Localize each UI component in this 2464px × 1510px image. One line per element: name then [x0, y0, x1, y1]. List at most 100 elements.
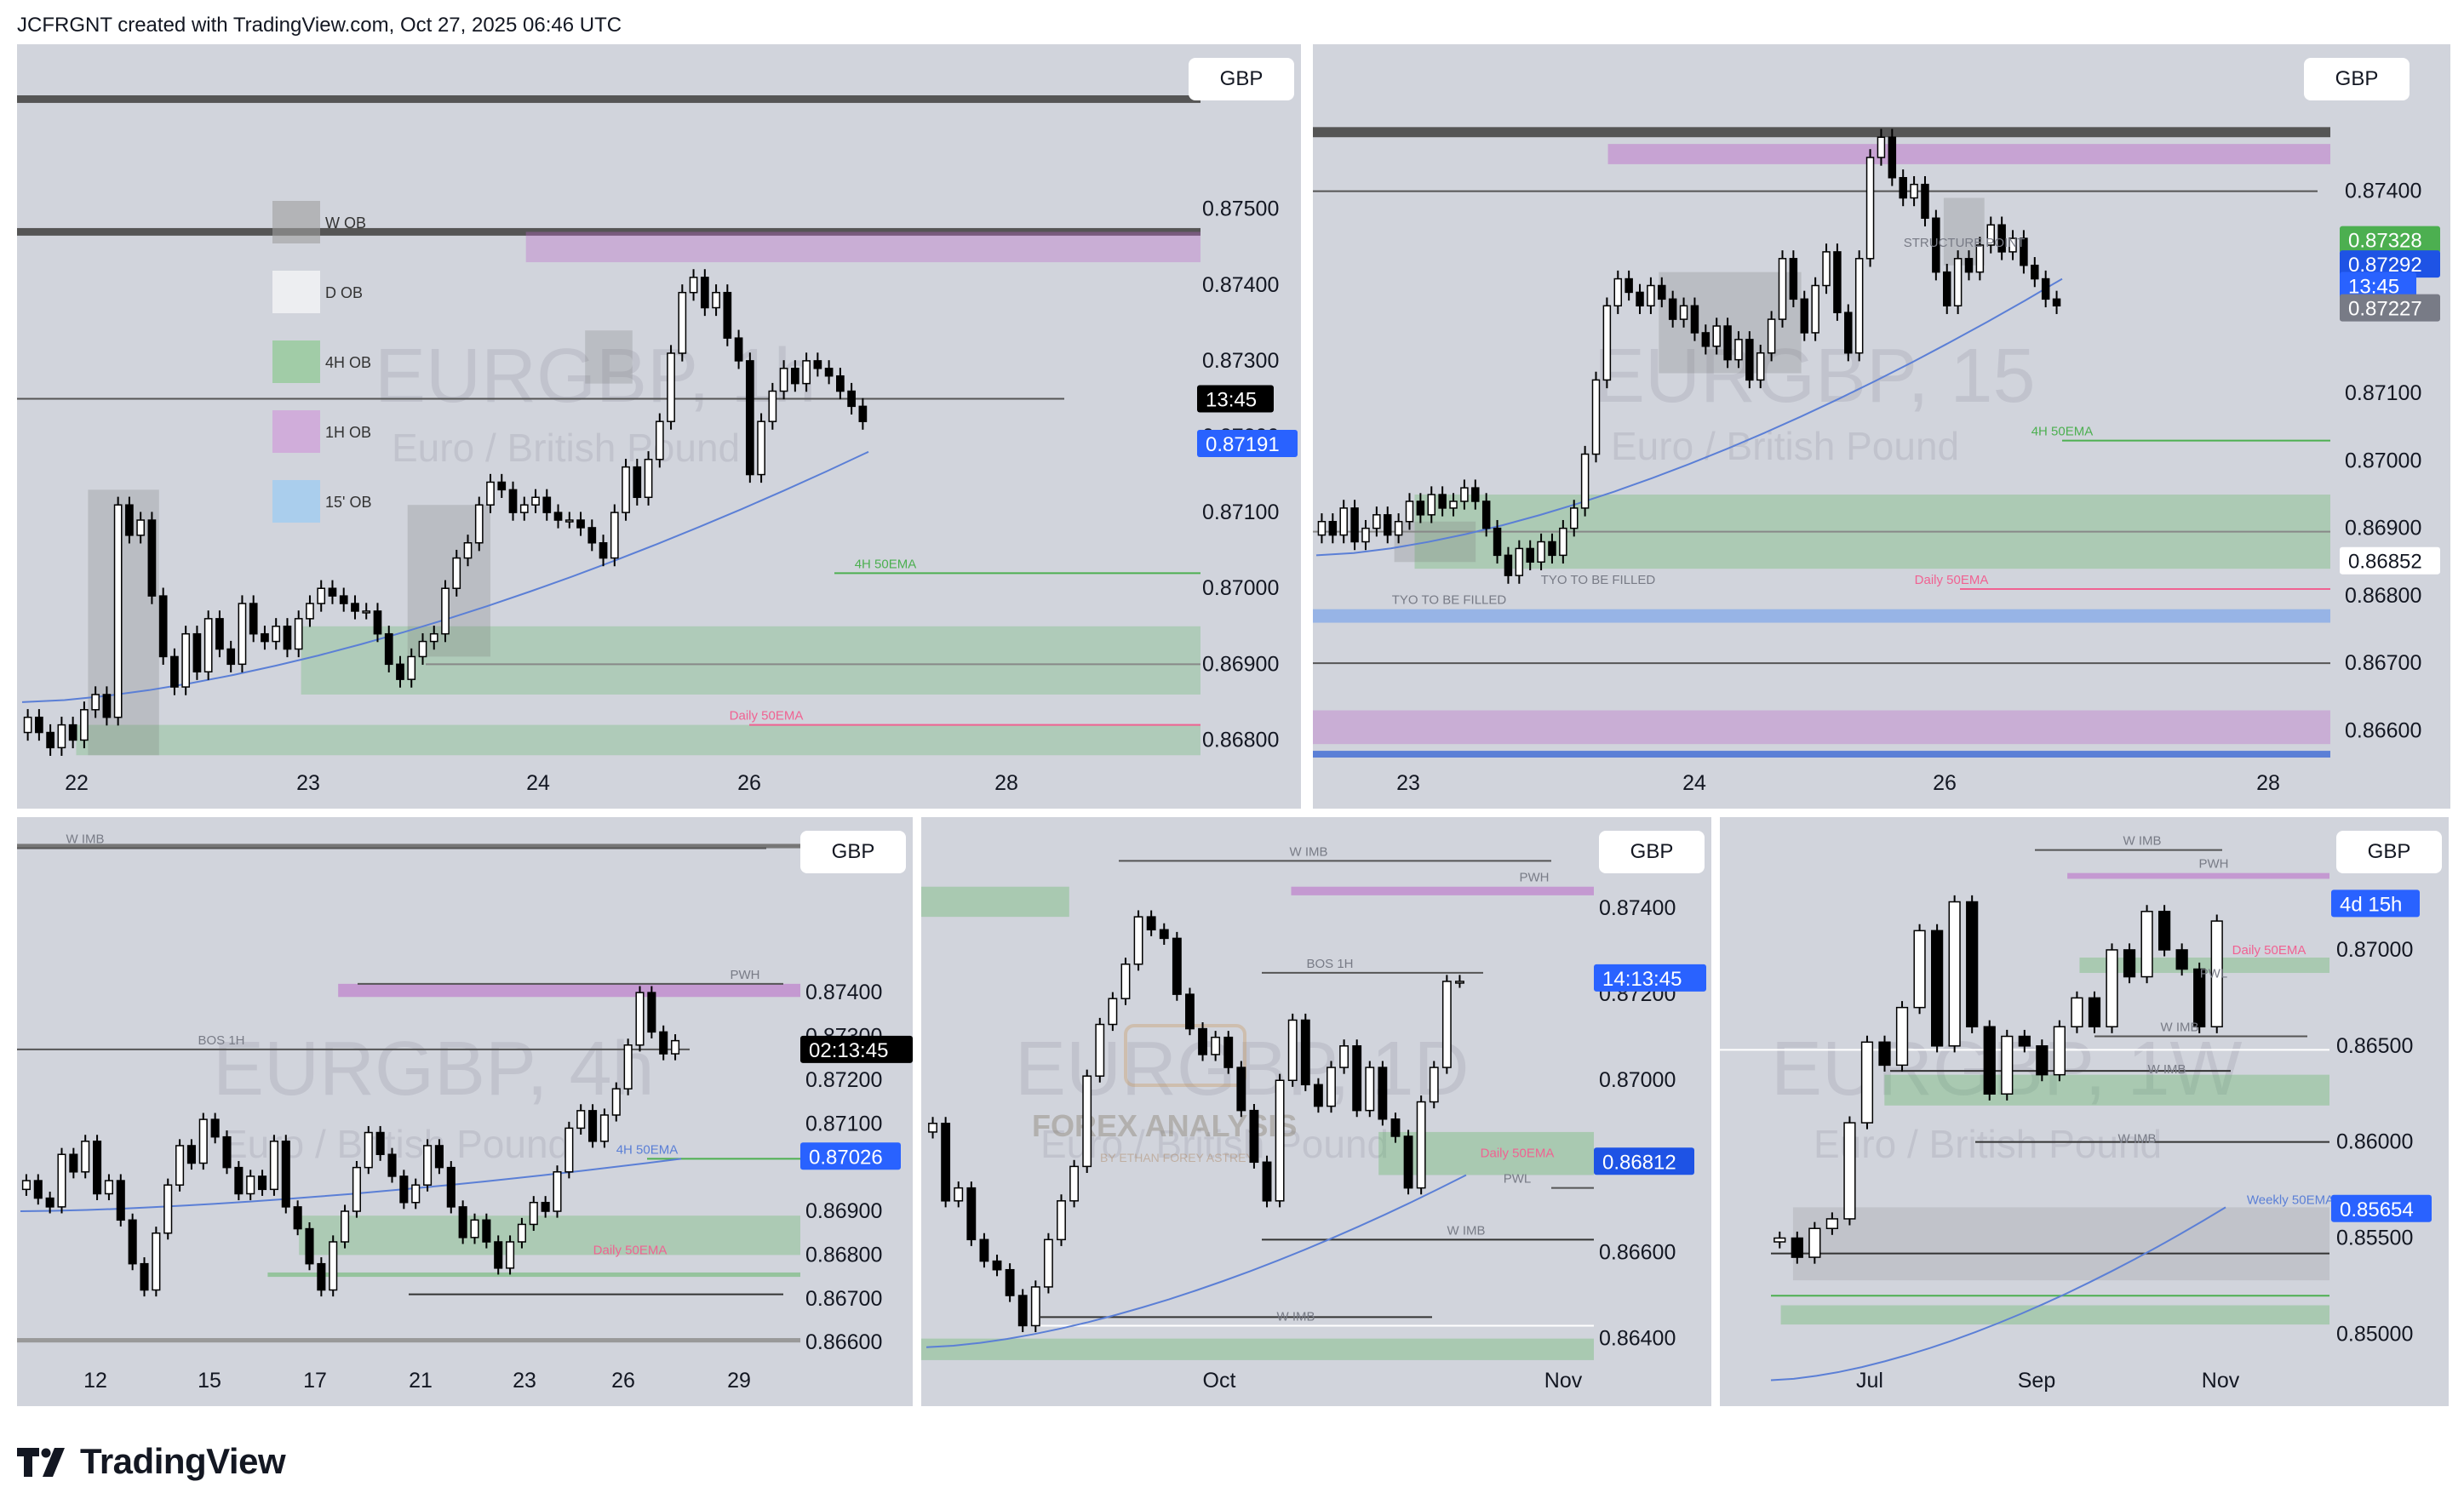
- y-tick-label: 0.86700: [805, 1287, 882, 1311]
- candle: [745, 360, 754, 476]
- currency-button[interactable]: GBP: [2304, 58, 2410, 100]
- candle: [486, 481, 495, 506]
- price-label-bg: [2340, 546, 2440, 575]
- candle: [1372, 514, 1381, 529]
- candle: [494, 1241, 503, 1269]
- zone: [17, 844, 800, 849]
- candle: [779, 368, 788, 392]
- currency-button[interactable]: GBP: [1599, 831, 1705, 873]
- zone: [338, 983, 800, 998]
- currency-button[interactable]: GBP: [1189, 58, 1294, 100]
- candle: [352, 1166, 361, 1212]
- candle: [1441, 981, 1452, 1068]
- candle: [222, 1135, 232, 1169]
- watermark-symbol: EURGBP, 4h: [213, 1027, 655, 1112]
- candle: [659, 1031, 668, 1055]
- y-tick-label: 0.86400: [1599, 1327, 1676, 1351]
- price-label: 0.87191: [1206, 433, 1280, 456]
- candle: [2140, 911, 2153, 978]
- watermark-symbol: EURGBP, 15: [1594, 334, 2036, 419]
- candle: [1825, 1218, 1839, 1229]
- chart-panel-1d[interactable]: EURGBP, 1D Euro / British Pound FOREX ANAL…: [921, 817, 1711, 1406]
- currency-button[interactable]: GBP: [800, 831, 906, 873]
- ema-line: [925, 1174, 1467, 1348]
- candle: [1438, 494, 1447, 509]
- legend-swatch: [272, 410, 320, 453]
- y-tick-label: 0.87400: [1599, 896, 1676, 920]
- candle: [423, 1145, 433, 1186]
- candle: [1328, 520, 1338, 536]
- annotation-label: W IMB: [2118, 1131, 2157, 1146]
- candle: [1723, 325, 1732, 361]
- annotation-label: Daily 50EMA: [2232, 943, 2306, 958]
- candle: [1455, 981, 1464, 984]
- annotation-label: PWL: [1504, 1172, 1532, 1187]
- x-tick-label: 29: [727, 1369, 751, 1393]
- candle: [1844, 312, 1853, 354]
- candle: [1339, 1045, 1349, 1068]
- y-tick-label: 0.86800: [2345, 584, 2421, 608]
- candle: [283, 626, 292, 650]
- candle: [1471, 487, 1480, 502]
- chart-panel-1w[interactable]: EURGBP, 1W Euro / British Pound W IMB PWH Da…: [1720, 817, 2449, 1406]
- y-tick-label: 0.86900: [2345, 517, 2421, 541]
- logo-subtitle: BY ETHAN FOREY ASTREY: [1100, 1151, 1254, 1164]
- y-tick-label: 0.86000: [2336, 1130, 2413, 1154]
- candle: [588, 1110, 598, 1142]
- candle: [1913, 929, 1926, 1009]
- candle: [508, 489, 518, 513]
- candle: [387, 1153, 397, 1177]
- candle: [293, 1206, 302, 1230]
- candle: [1658, 284, 1666, 300]
- candle: [328, 587, 337, 597]
- y-tick-label: 0.85000: [2336, 1322, 2413, 1346]
- y-tick-label: 0.86600: [2345, 718, 2421, 742]
- tradingview-logo[interactable]: TradingView: [17, 1440, 286, 1483]
- candle: [1966, 901, 1979, 1027]
- candle: [57, 724, 66, 749]
- candle: [928, 1123, 937, 1133]
- candle: [1146, 916, 1156, 931]
- candle: [1172, 937, 1182, 995]
- candle: [1899, 176, 1907, 199]
- candle: [1427, 494, 1436, 516]
- chart-panel-4h[interactable]: EURGBP, 4h Euro / British Pound W IMB PWH BO…: [17, 817, 913, 1406]
- zone: [17, 1338, 800, 1343]
- currency-button[interactable]: GBP: [2336, 831, 2442, 873]
- zone: [17, 227, 1200, 236]
- candle: [1822, 251, 1831, 287]
- candle: [249, 603, 258, 635]
- candle: [1888, 136, 1897, 179]
- ema-line: [1315, 277, 2063, 557]
- candle: [113, 504, 123, 718]
- x-tick-label: 22: [65, 771, 89, 795]
- candle: [1365, 1067, 1375, 1112]
- zone: [1378, 1131, 1594, 1175]
- candle: [1449, 500, 1458, 509]
- candle: [125, 504, 134, 536]
- candle: [1800, 298, 1809, 334]
- candle: [1636, 291, 1644, 307]
- candle: [506, 1241, 515, 1269]
- zone: [2067, 872, 2329, 879]
- chart-panel-15m[interactable]: EURGBP, 15 Euro / British Pound STRUCTURE …: [1313, 44, 2450, 809]
- y-tick-label: 0.86900: [1202, 652, 1279, 676]
- candle: [941, 1123, 951, 1202]
- price-label-bg: [2331, 889, 2420, 918]
- y-tick-label: 0.87100: [805, 1112, 882, 1135]
- candle: [2008, 237, 2017, 253]
- chart-panel-1h[interactable]: EURGBP, 1h Euro / British Pound 4H 50EMA Da…: [17, 44, 1301, 809]
- candle: [175, 1145, 185, 1186]
- candle: [1352, 1045, 1362, 1112]
- candle: [1983, 1026, 1996, 1095]
- candle: [306, 603, 314, 620]
- candle: [1390, 1118, 1401, 1137]
- candle: [68, 724, 77, 741]
- price-label: 0.85654: [2340, 1198, 2414, 1221]
- candle: [1378, 1067, 1388, 1120]
- y-tick-label: 0.86700: [2345, 651, 2421, 675]
- annotation-label: Daily 50EMA: [1915, 573, 1989, 587]
- annotation-label: TYO TO BE FILLED: [1541, 573, 1656, 587]
- watermark-name: Euro / British Pound: [1611, 424, 1959, 468]
